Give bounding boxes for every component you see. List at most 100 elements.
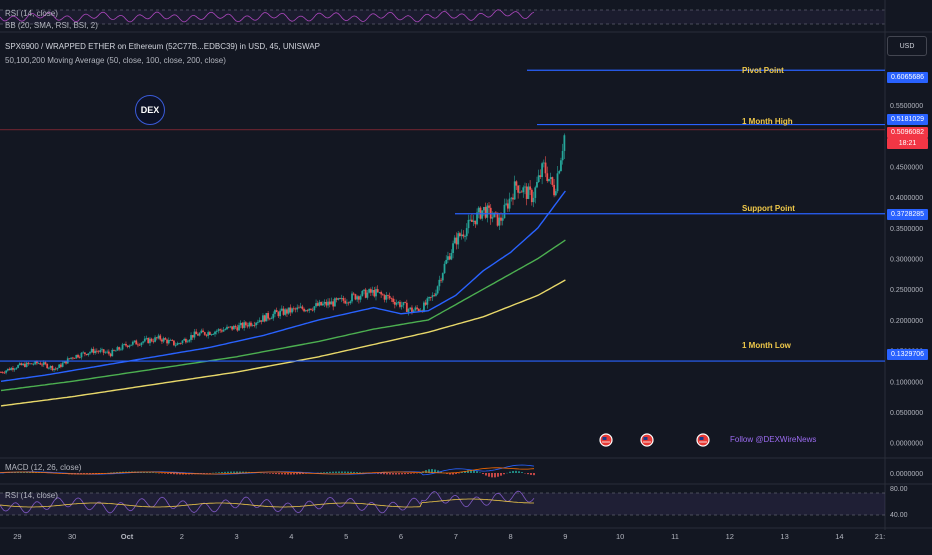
x-tick-label: 14 (835, 532, 843, 541)
macd-histogram-bar (224, 472, 226, 473)
rsi-label[interactable]: RSI (14, close) (5, 491, 58, 500)
candle-body (558, 171, 560, 173)
candle-body (360, 296, 362, 300)
current-price-tag: 0.5096082 (887, 127, 928, 138)
macd-histogram-bar (455, 473, 457, 474)
y-tick-label: 0.2500000 (890, 287, 923, 294)
candle-body (147, 338, 149, 343)
candle-body (353, 294, 355, 295)
candle-body (418, 309, 420, 311)
macd-histogram-bar (326, 472, 328, 473)
macd-histogram-bar (275, 473, 277, 474)
macd-histogram-bar (413, 473, 415, 474)
us-flag-icon-canton (644, 437, 648, 440)
macd-histogram-bar (509, 472, 511, 473)
candle-body (295, 309, 297, 310)
candle-body (514, 181, 516, 199)
x-tick-label: Oct (121, 532, 134, 541)
candle-body (33, 364, 35, 365)
macd-histogram-bar (293, 473, 295, 474)
level-label-month-low: 1 Month Low (742, 341, 791, 350)
candle-body (45, 362, 47, 364)
candle-body (216, 331, 218, 332)
candle-body (84, 352, 86, 354)
macd-histogram-bar (233, 472, 235, 473)
candle-body (534, 187, 536, 198)
candle-body (375, 289, 377, 296)
candle-body (74, 358, 76, 359)
candle-body (140, 343, 142, 345)
candle-body (200, 331, 202, 334)
candle-body (139, 345, 141, 346)
candle-body (149, 339, 151, 343)
candle-body (399, 302, 401, 307)
candle-body (192, 335, 194, 337)
macd-axis-label: 0.0000000 (890, 471, 923, 478)
macd-histogram-bar (269, 473, 271, 474)
ma200-line (1, 280, 565, 406)
candle-body (154, 337, 156, 341)
candle-body (209, 332, 211, 335)
candle-body (331, 301, 333, 304)
candle-body (319, 302, 321, 306)
candle-body (348, 302, 350, 303)
macd-histogram-bar (278, 473, 280, 474)
candle-body (120, 350, 122, 351)
macd-histogram-bar (323, 472, 325, 473)
ma-indicator-label[interactable]: 50,100,200 Moving Average (50, close, 10… (5, 56, 226, 65)
candle-body (382, 294, 384, 295)
candle-body (53, 369, 55, 370)
candle-body (406, 303, 408, 312)
currency-button[interactable]: USD (887, 36, 927, 56)
rsi-axis-label-80: 80.00 (890, 486, 908, 493)
candle-body (101, 349, 103, 350)
candle-body (454, 238, 456, 244)
macd-label[interactable]: MACD (12, 26, close) (5, 463, 81, 472)
candle-body (343, 298, 345, 301)
macd-histogram-bar (398, 473, 400, 474)
candle-body (557, 173, 559, 191)
candle-body (428, 297, 430, 298)
candle-body (379, 292, 381, 293)
candle-body (46, 364, 48, 368)
candle-body (538, 175, 540, 182)
macd-histogram-bar (356, 472, 358, 473)
x-tick-label: 6 (399, 532, 403, 541)
candle-body (130, 345, 132, 346)
candle-body (528, 186, 530, 198)
x-tick-label: 9 (563, 532, 567, 541)
candle-body (351, 294, 353, 302)
candle-body (543, 163, 545, 164)
candle-body (214, 332, 216, 334)
candle-body (526, 187, 528, 199)
candle-body (252, 325, 254, 326)
top-bb-label[interactable]: BB (20, SMA, RSI, BSI, 2) (5, 21, 98, 30)
candle-body (553, 185, 555, 195)
candle-body (536, 182, 538, 187)
candle-body (437, 286, 439, 293)
y-tick-label: 0.1000000 (890, 379, 923, 386)
top-rsi-label[interactable]: RSI (14, close) (5, 9, 58, 18)
candle-body (26, 363, 28, 367)
macd-histogram-bar (410, 473, 412, 474)
macd-histogram-bar (386, 473, 388, 474)
y-tick-label: 0.5500000 (890, 103, 923, 110)
candle-body (171, 340, 173, 341)
level-label-month-high: 1 Month High (742, 117, 793, 126)
candle-body (14, 369, 16, 370)
candle-body (94, 351, 96, 353)
candle-body (262, 315, 264, 321)
candle-body (183, 339, 185, 341)
macd-histogram-bar (533, 473, 535, 475)
candle-body (445, 260, 447, 264)
macd-histogram-bar (335, 472, 337, 473)
candle-body (22, 364, 24, 365)
level-label-pivot: Pivot Point (742, 66, 784, 75)
macd-histogram-bar (392, 473, 394, 474)
macd-histogram-bar (227, 472, 229, 473)
candle-body (449, 256, 451, 259)
macd-histogram-bar (281, 473, 283, 474)
candle-body (86, 354, 88, 355)
